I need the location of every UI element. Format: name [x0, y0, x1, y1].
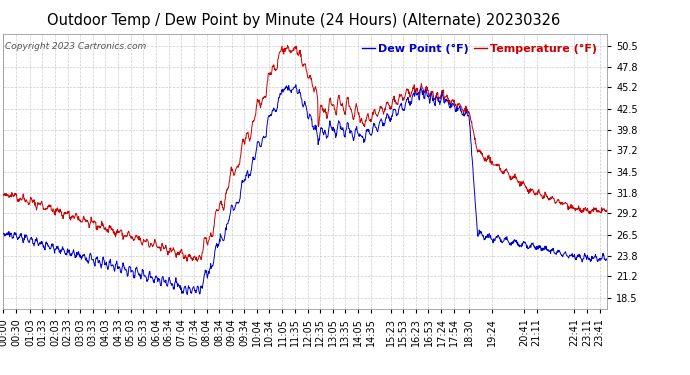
Text: Copyright 2023 Cartronics.com: Copyright 2023 Cartronics.com	[5, 42, 146, 51]
Legend: Dew Point (°F), Temperature (°F): Dew Point (°F), Temperature (°F)	[357, 39, 602, 58]
Text: Outdoor Temp / Dew Point by Minute (24 Hours) (Alternate) 20230326: Outdoor Temp / Dew Point by Minute (24 H…	[47, 13, 560, 28]
